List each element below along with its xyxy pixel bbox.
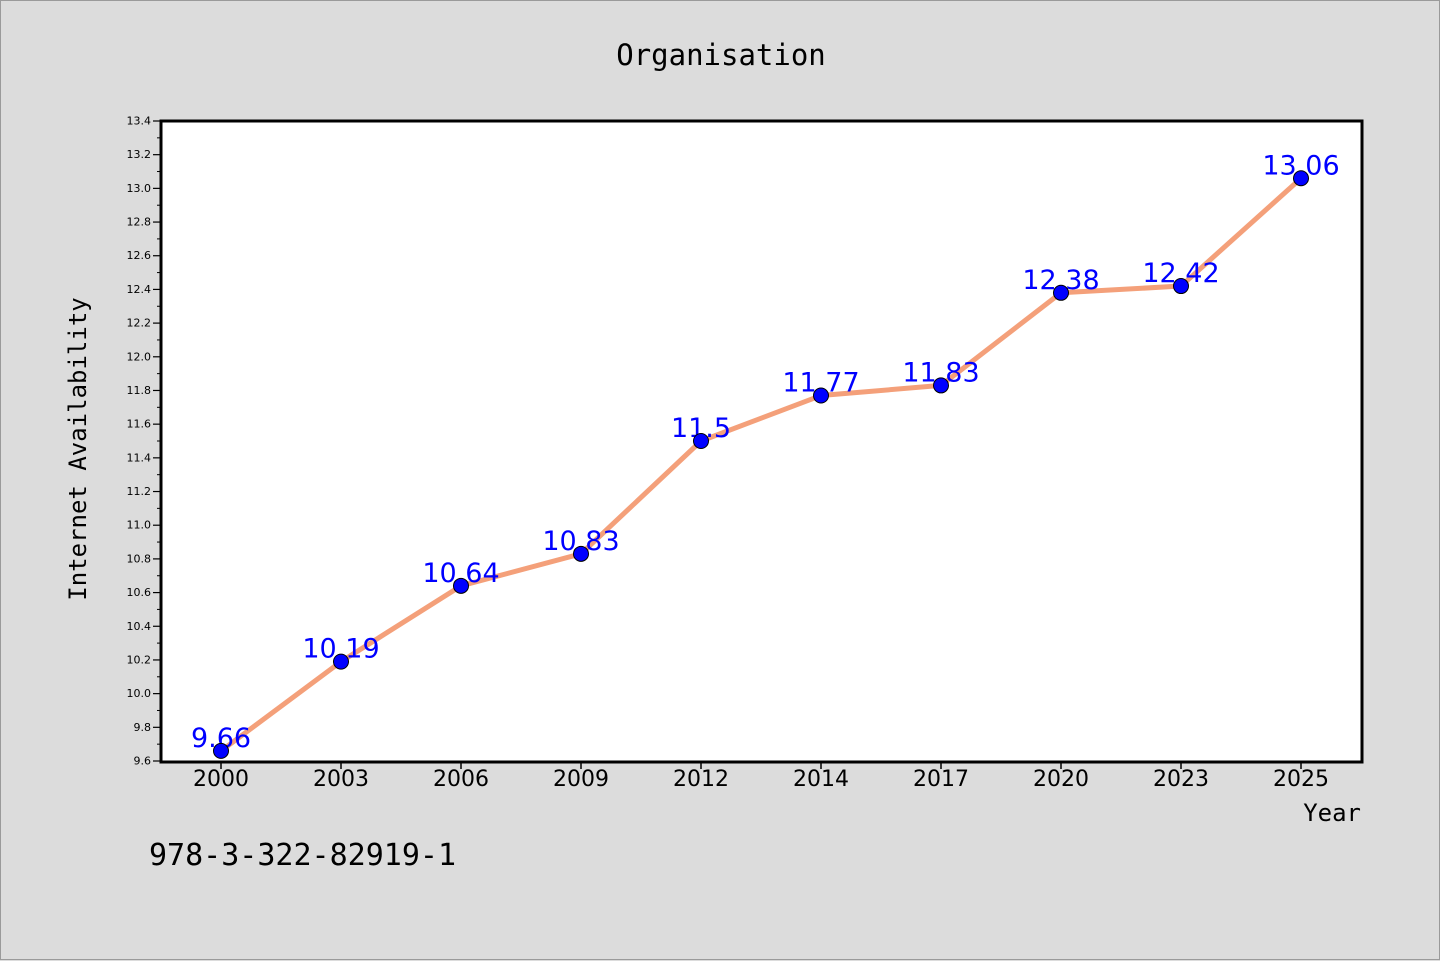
y-tick-label: 9.6 (134, 755, 152, 768)
data-point[interactable] (213, 742, 229, 759)
y-tick-label: 12.4 (127, 283, 152, 296)
y-tick-label: 10.0 (127, 687, 152, 700)
y-tick-label: 10.6 (127, 586, 152, 599)
x-tick-label: 2023 (1153, 767, 1209, 792)
y-tick-label: 11.4 (127, 451, 152, 464)
y-tick-label: 10.2 (127, 653, 152, 666)
y-tick-label: 13.0 (127, 182, 152, 195)
x-tick-label: 2012 (673, 767, 729, 792)
y-tick-label: 10.8 (127, 552, 152, 565)
x-axis: 2000 2003 2006 2009 2012 2014 2017 2020 2023 2025 (193, 761, 1329, 792)
y-tick-label: 12.8 (127, 216, 152, 229)
y-tick-label: 11.8 (127, 384, 152, 397)
y-tick-label: 10.4 (127, 620, 152, 633)
x-axis-label: Year (1303, 799, 1361, 827)
chart-title: Organisation (616, 38, 826, 72)
data-point[interactable] (933, 377, 949, 394)
y-tick-label: 11.6 (127, 418, 152, 431)
x-tick-label: 2003 (313, 767, 369, 792)
x-tick-label: 2006 (433, 767, 489, 792)
x-tick-label: 2017 (913, 767, 969, 792)
data-point[interactable] (693, 433, 709, 449)
y-tick-label: 12.6 (127, 249, 152, 262)
data-point[interactable] (1053, 284, 1069, 301)
y-tick-label: 12.2 (127, 317, 152, 330)
y-axis-label: Internet Availability (64, 297, 92, 600)
x-tick-label: 2009 (553, 767, 609, 792)
data-point[interactable] (813, 387, 829, 404)
y-tick-label: 12.0 (127, 350, 152, 363)
y-tick-label: 13.4 (127, 115, 152, 128)
data-point[interactable] (573, 545, 589, 562)
plot-area (159, 119, 1364, 764)
footnote-isbn: 978-3-322-82919-1 (149, 838, 456, 873)
y-axis: 9.6 9.8 10.0 10.2 10.4 10.6 10.8 11.0 11.2 11.4 11… (127, 115, 161, 768)
y-tick-label: 11.0 (127, 519, 152, 532)
x-tick-label: 2000 (193, 767, 249, 792)
x-tick-label: 2014 (793, 767, 849, 792)
data-point[interactable] (1293, 170, 1309, 187)
y-tick-label: 11.2 (127, 485, 152, 498)
data-point[interactable] (1173, 278, 1189, 295)
data-point[interactable] (333, 653, 349, 670)
data-point[interactable] (453, 577, 469, 594)
y-tick-label: 13.2 (127, 148, 152, 161)
series-line (218, 175, 1304, 754)
x-tick-label: 2025 (1273, 767, 1329, 792)
x-tick-label: 2020 (1033, 767, 1089, 792)
y-tick-label: 9.8 (134, 721, 152, 734)
